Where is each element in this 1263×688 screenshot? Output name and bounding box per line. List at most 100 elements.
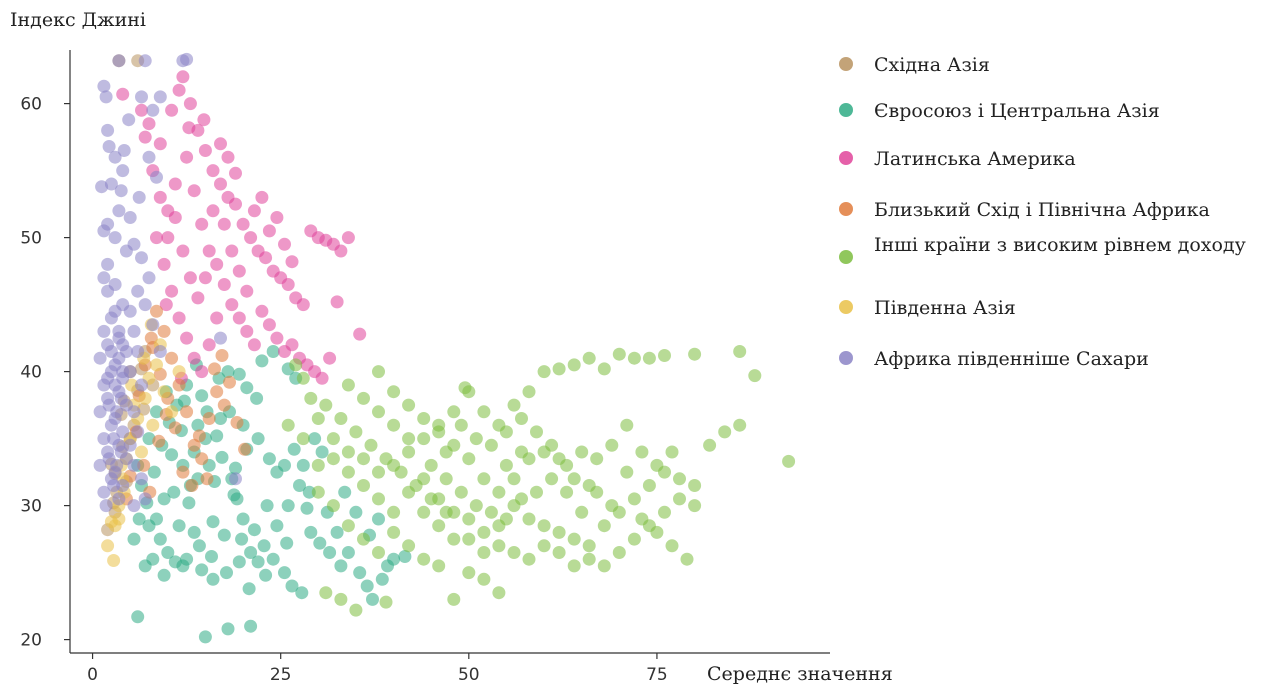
data-point [394,465,408,479]
data-point [266,345,280,358]
data-point [116,338,130,352]
legend-item: Африка південніше Сахари [839,348,1149,370]
legend-item: Інші країни з високим рівнем доходу [839,234,1246,264]
data-point [142,432,156,446]
legend-marker [839,151,853,165]
data-point [597,519,611,533]
data-point [137,458,151,472]
data-point [338,485,352,499]
data-point [101,257,115,271]
data-point [150,231,163,245]
data-point [132,512,146,526]
data-point [278,458,291,472]
data-point [107,479,121,492]
data-point [620,465,634,479]
data-point [185,479,199,492]
data-point [334,592,348,606]
data-point [281,278,295,291]
legend-label: Африка південніше Сахари [874,348,1149,370]
data-point [304,391,318,405]
data-point [688,347,702,361]
data-point [236,512,250,526]
data-point [507,472,521,486]
data-point [180,405,194,419]
x-tick-label: 0 [87,665,98,684]
data-point [93,458,107,472]
data-point [122,113,136,127]
data-point [278,237,291,251]
data-point [280,536,294,550]
data-point [117,144,131,157]
data-point [112,204,126,218]
data-point [150,405,163,419]
data-point [492,519,506,533]
data-point [387,385,401,399]
data-point [326,452,340,466]
data-point [477,546,491,559]
data-point [165,448,179,462]
data-point [733,345,747,358]
data-point [560,485,574,499]
data-point [195,389,209,403]
data-point [567,358,581,372]
data-point [597,559,611,573]
data-point [289,358,303,372]
data-point [101,123,115,137]
data-point [202,244,216,258]
data-point [191,291,205,305]
data-point [627,351,641,365]
data-point [112,492,126,506]
data-point [353,566,367,580]
data-point [353,327,367,341]
data-point [210,257,224,271]
data-point [326,432,340,446]
data-point [259,251,273,265]
data-point [225,298,239,312]
data-point [658,349,671,362]
data-point [183,271,197,285]
data-point [182,121,196,135]
data-point [125,378,139,392]
x-tick-label: 25 [270,665,292,684]
data-point [132,190,146,204]
data-point [104,177,118,191]
data-point [240,381,254,395]
data-point [165,351,179,365]
data-point [319,586,333,600]
data-point [206,164,220,178]
data-point [484,438,498,452]
legend-item: Латинська Америка [839,148,1076,170]
data-point [150,358,163,372]
data-point [232,367,246,381]
data-point [217,528,231,542]
data-point [627,492,641,506]
data-point [217,278,231,291]
data-point [147,465,161,479]
data-point [537,365,551,379]
data-point [462,512,476,526]
data-point [387,552,401,566]
data-point [447,532,461,546]
data-point [402,398,416,412]
data-point [341,231,355,245]
x-axis-title: Середнє значення [707,663,893,684]
data-point [114,184,128,198]
data-point [112,324,126,338]
data-point [255,354,269,368]
data-point [114,391,128,405]
legend-label: Інші країни з високим рівнем доходу [874,234,1246,256]
series-group [119,304,252,506]
data-point [567,532,581,546]
data-point [229,461,242,475]
data-point [180,52,194,66]
data-point [417,432,431,446]
data-point [247,204,261,218]
data-point [372,365,385,379]
data-point [112,54,126,68]
data-point [733,418,747,432]
data-point [214,177,227,191]
data-point [462,566,476,580]
data-point [432,519,446,533]
data-point [266,552,280,566]
